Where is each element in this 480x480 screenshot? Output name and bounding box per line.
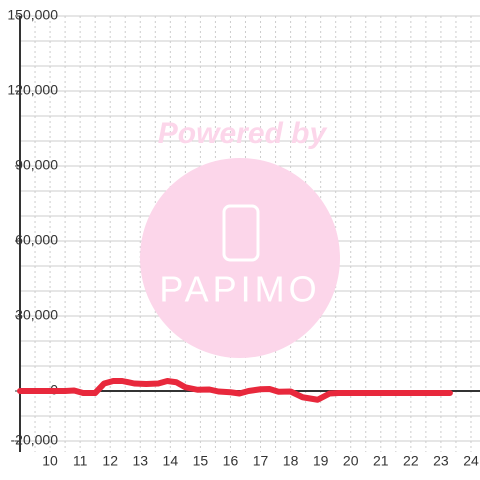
y-tick-label: 90,000	[15, 157, 58, 173]
x-tick-label: 12	[102, 453, 118, 469]
x-tick-label: 19	[313, 453, 329, 469]
y-tick-label: 120,000	[7, 82, 58, 98]
y-tick-label: 30,000	[15, 307, 58, 323]
x-tick-label: 18	[283, 453, 299, 469]
x-tick-label: 22	[403, 453, 419, 469]
x-tick-label: 13	[132, 453, 148, 469]
x-tick-label: 23	[433, 453, 449, 469]
x-tick-label: 10	[42, 453, 58, 469]
watermark-circle	[140, 158, 340, 358]
watermark: Powered by PAPIMO	[140, 117, 340, 358]
x-tick-label: 11	[73, 453, 88, 469]
x-tick-label: 21	[373, 453, 389, 469]
x-tick-label: 20	[343, 453, 359, 469]
x-tick-label: 14	[163, 453, 179, 469]
data-line	[17, 378, 453, 403]
watermark-phone	[222, 204, 260, 262]
x-tick-label: 15	[193, 453, 209, 469]
x-tick-label: 17	[253, 453, 269, 469]
watermark-logo: PAPIMO	[159, 269, 320, 310]
watermark-text: Powered by	[158, 117, 328, 150]
y-tick-label: -20,000	[11, 432, 59, 448]
y-tick-label: 60,000	[15, 232, 58, 248]
x-tick-label: 16	[223, 453, 239, 469]
x-tick-label: 24	[463, 453, 479, 469]
y-tick-label: 150,000	[7, 7, 58, 23]
